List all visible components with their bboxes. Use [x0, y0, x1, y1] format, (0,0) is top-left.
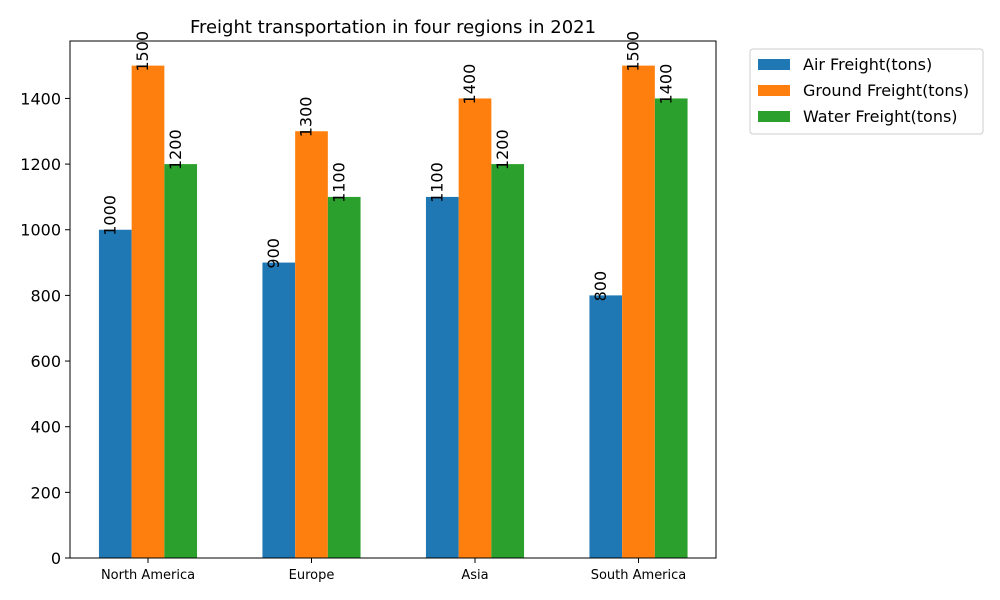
bar [425, 196, 459, 558]
x-tick-label: North America [101, 568, 195, 583]
data-label: 1400 [656, 64, 675, 105]
y-tick-label: 400 [30, 418, 61, 437]
y-tick-label: 600 [30, 352, 61, 371]
y-tick-label: 0 [51, 549, 61, 568]
bar [164, 164, 198, 558]
data-label: 1200 [166, 129, 185, 170]
bar [262, 262, 296, 558]
y-tick-label: 200 [30, 483, 61, 502]
legend: Air Freight(tons) Ground Freight(tons) Wat… [749, 48, 984, 135]
y-tick-label: 1400 [20, 89, 61, 108]
x-tick-label: South America [591, 568, 687, 583]
plot-frame [69, 40, 717, 559]
bar [491, 164, 525, 558]
bar [98, 229, 132, 558]
legend-label: Ground Freight(tons) [803, 81, 969, 100]
bar [654, 98, 688, 558]
bar [589, 295, 623, 558]
legend-swatch [758, 59, 790, 70]
data-label: 1200 [493, 129, 512, 170]
data-label: 1100 [329, 162, 348, 203]
y-tick-label: 1000 [20, 221, 61, 240]
chart-title: Freight transportation in four regions i… [190, 17, 596, 38]
data-label: 1100 [427, 162, 446, 203]
legend-box [749, 48, 984, 135]
data-label: 1300 [297, 97, 316, 138]
x-tick-label: Europe [289, 568, 335, 583]
data-label: 800 [591, 271, 610, 302]
y-tick-label: 1200 [20, 155, 61, 174]
bar [131, 65, 165, 558]
data-label: 1400 [460, 64, 479, 105]
data-label: 1000 [100, 195, 119, 236]
data-label: 1500 [133, 31, 152, 72]
bar [458, 98, 492, 558]
legend-label: Air Freight(tons) [803, 55, 932, 74]
bar [622, 65, 655, 558]
legend-swatch [758, 85, 790, 96]
y-tick-label: 800 [30, 286, 61, 305]
bar [295, 131, 328, 558]
y-axis: 0 200 400 600 800 1000 1200 1400 [20, 89, 70, 568]
legend-swatch [758, 111, 790, 122]
x-axis: North America Europe Asia South America [101, 558, 686, 583]
bar [327, 196, 361, 558]
data-label: 900 [264, 238, 283, 269]
plot-marks: 1000 1500 1200 900 1300 1100 1100 1400 1200 800 15… [98, 31, 688, 558]
x-tick-label: Asia [461, 568, 488, 583]
data-label: 1500 [624, 31, 643, 72]
legend-label: Water Freight(tons) [803, 107, 958, 126]
